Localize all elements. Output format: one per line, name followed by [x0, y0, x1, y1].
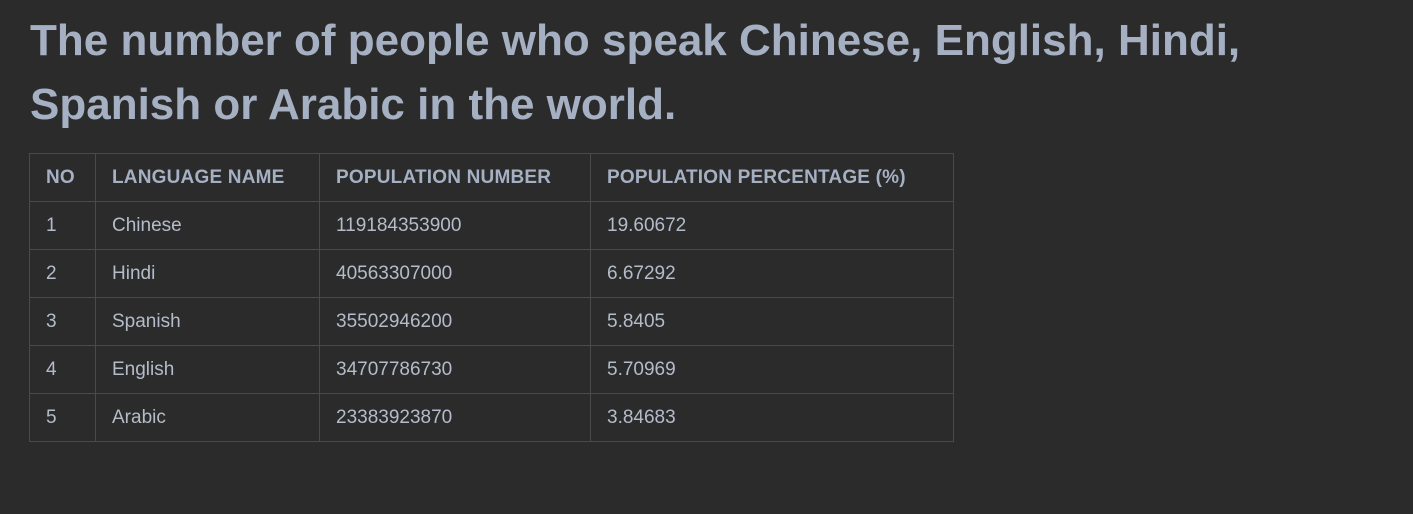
cell-language-name: English [95, 345, 320, 394]
page-title: The number of people who speak Chinese, … [30, 16, 1241, 129]
table-row: 3 Spanish 35502946200 5.8405 [29, 297, 954, 346]
table-row: 5 Arabic 23383923870 3.84683 [29, 393, 954, 442]
cell-no: 4 [29, 345, 96, 394]
cell-population-percentage: 5.8405 [590, 297, 954, 346]
header-population-percentage: POPULATION PERCENTAGE (%) [590, 153, 954, 202]
table-row: 4 English 34707786730 5.70969 [29, 345, 954, 394]
header-language-name: LANGUAGE NAME [95, 153, 320, 202]
cell-population-number: 40563307000 [319, 249, 591, 298]
cell-population-percentage: 5.70969 [590, 345, 954, 394]
cell-population-percentage: 19.60672 [590, 201, 954, 250]
cell-population-percentage: 6.67292 [590, 249, 954, 298]
cell-no: 3 [29, 297, 96, 346]
cell-language-name: Spanish [95, 297, 320, 346]
cell-no: 1 [29, 201, 96, 250]
table-row: 1 Chinese 119184353900 19.60672 [29, 201, 954, 250]
cell-population-percentage: 3.84683 [590, 393, 954, 442]
cell-population-number: 34707786730 [319, 345, 591, 394]
cell-language-name: Chinese [95, 201, 320, 250]
table-body: 1 Chinese 119184353900 19.60672 2 Hindi … [29, 201, 954, 442]
table-header-row: NO LANGUAGE NAME POPULATION NUMBER POPUL… [29, 153, 954, 202]
cell-language-name: Hindi [95, 249, 320, 298]
cell-population-number: 119184353900 [319, 201, 591, 250]
header-no: NO [29, 153, 96, 202]
cell-population-number: 35502946200 [319, 297, 591, 346]
cell-no: 2 [29, 249, 96, 298]
languages-table: NO LANGUAGE NAME POPULATION NUMBER POPUL… [29, 153, 954, 442]
cell-no: 5 [29, 393, 96, 442]
cell-population-number: 23383923870 [319, 393, 591, 442]
header-population-number: POPULATION NUMBER [319, 153, 591, 202]
cell-language-name: Arabic [95, 393, 320, 442]
table-header: NO LANGUAGE NAME POPULATION NUMBER POPUL… [29, 153, 954, 202]
table-row: 2 Hindi 40563307000 6.67292 [29, 249, 954, 298]
